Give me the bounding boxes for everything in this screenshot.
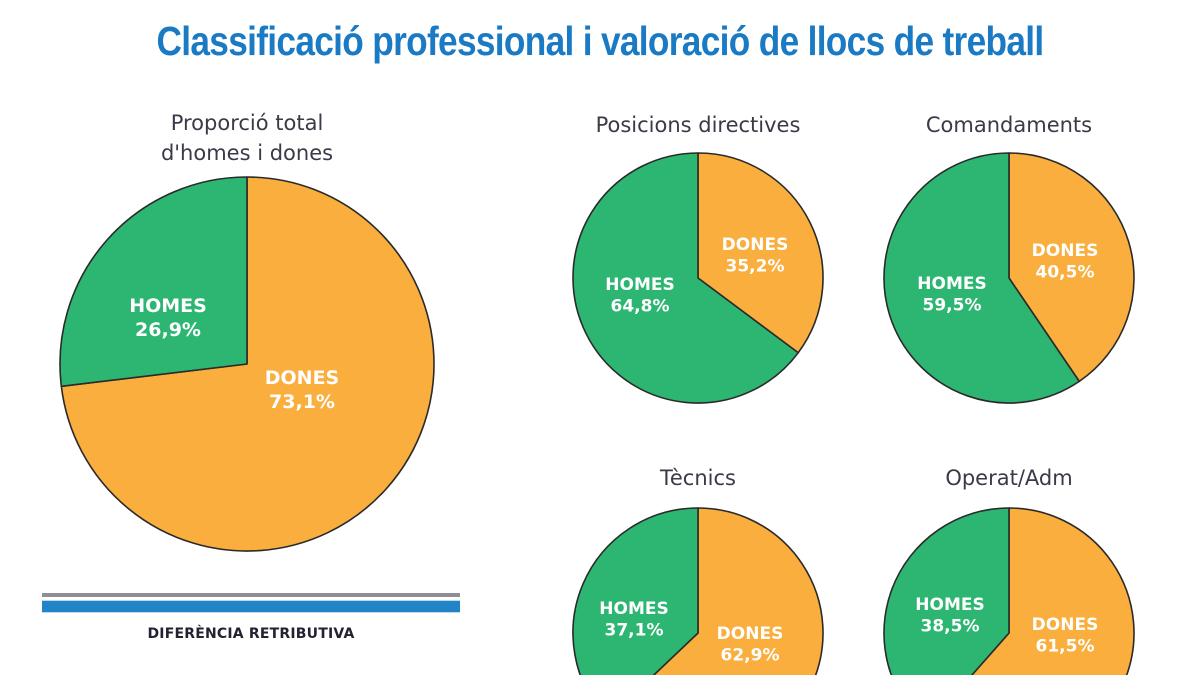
pie-title-tecnics: Tècnics xyxy=(660,466,736,490)
pie-slice-homes xyxy=(572,152,799,404)
pie-title-posicions-directives: Posicions directives xyxy=(595,113,801,137)
homes-label-category: HOMES xyxy=(599,599,668,619)
dones-label-value: 73,1% xyxy=(269,391,335,413)
divider-gray-line xyxy=(42,593,460,597)
pie-slice-homes xyxy=(883,152,1081,404)
pie-title-operat-adm: Operat/Adm xyxy=(945,466,1073,490)
pie-slice-homes xyxy=(572,507,699,675)
homes-label-category: HOMES xyxy=(129,295,207,317)
pie-slice-dones xyxy=(1008,152,1135,383)
divider-blue-bar xyxy=(42,601,460,612)
pie-slice-dones xyxy=(697,152,824,354)
pie-slice-homes xyxy=(883,507,1010,675)
section-title-diferencia-retributiva: DIFERÈNCIA RETRIBUTIVA xyxy=(147,626,355,642)
dones-label-value: 35,2% xyxy=(726,256,785,276)
pie-title-comandaments: Comandaments xyxy=(925,113,1093,137)
dones-label-value: 40,5% xyxy=(1036,262,1095,282)
pie-title-line: Proporció total xyxy=(170,111,324,135)
dones-label-value: 61,5% xyxy=(1036,636,1095,656)
homes-label-category: HOMES xyxy=(917,274,986,294)
homes-label-value: 26,9% xyxy=(135,319,201,341)
dones-label-category: DONES xyxy=(722,235,789,255)
homes-label-value: 64,8% xyxy=(611,296,670,316)
homes-label-value: 37,1% xyxy=(605,620,664,640)
dones-label-value: 62,9% xyxy=(721,645,780,665)
pie-title-line: d'homes i dones xyxy=(160,141,334,165)
dones-label-category: DONES xyxy=(717,624,784,644)
homes-label-value: 38,5% xyxy=(921,616,980,636)
homes-label-category: HOMES xyxy=(605,275,674,295)
dones-label-category: DONES xyxy=(1032,615,1099,635)
pie-slice-dones xyxy=(652,507,824,675)
homes-label-category: HOMES xyxy=(915,595,984,615)
homes-label-value: 59,5% xyxy=(923,295,982,315)
pie-slice-homes xyxy=(59,176,248,388)
dones-label-category: DONES xyxy=(265,367,340,389)
pie-slice-dones xyxy=(970,507,1135,675)
page-title: Classificació professional i valoració d… xyxy=(156,18,1044,64)
pie-title-total: Proporció total d'homes i dones xyxy=(97,108,397,168)
dones-label-category: DONES xyxy=(1032,241,1099,261)
